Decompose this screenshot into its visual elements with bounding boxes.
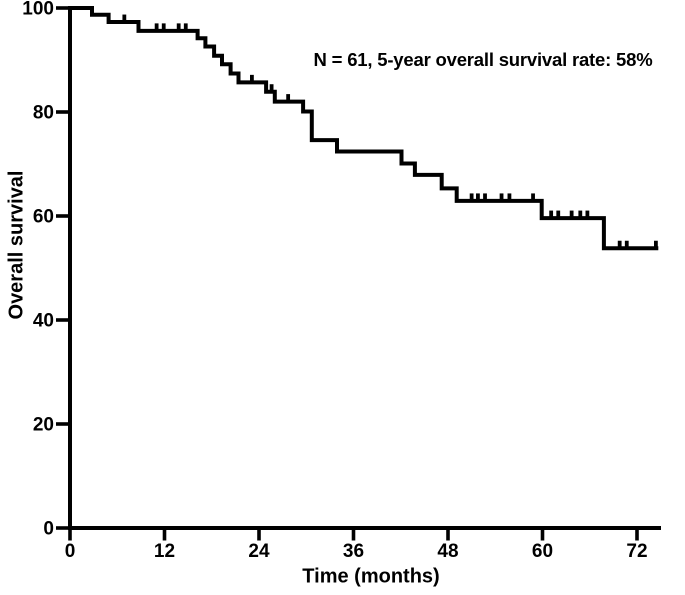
- x-tick-label: 0: [65, 541, 76, 562]
- x-axis-title: Time (months): [302, 565, 440, 588]
- y-tick-label: 20: [33, 415, 54, 436]
- x-tick-label: 48: [437, 541, 458, 562]
- y-tick-label: 60: [33, 207, 54, 228]
- x-tick-label: 12: [154, 541, 175, 562]
- x-tick-label: 24: [248, 541, 270, 562]
- y-tick-label: 100: [22, 0, 54, 20]
- annotation-text: N = 61, 5-year overall survival rate: 58…: [313, 49, 653, 70]
- y-axis-title: Overall survival: [5, 170, 28, 320]
- x-tick-label: 60: [532, 541, 553, 562]
- y-tick-label: 80: [33, 103, 54, 124]
- y-tick-label: 40: [33, 311, 54, 332]
- x-tick-label: 72: [626, 541, 647, 562]
- y-tick-label: 0: [43, 519, 54, 540]
- x-tick-label: 36: [343, 541, 364, 562]
